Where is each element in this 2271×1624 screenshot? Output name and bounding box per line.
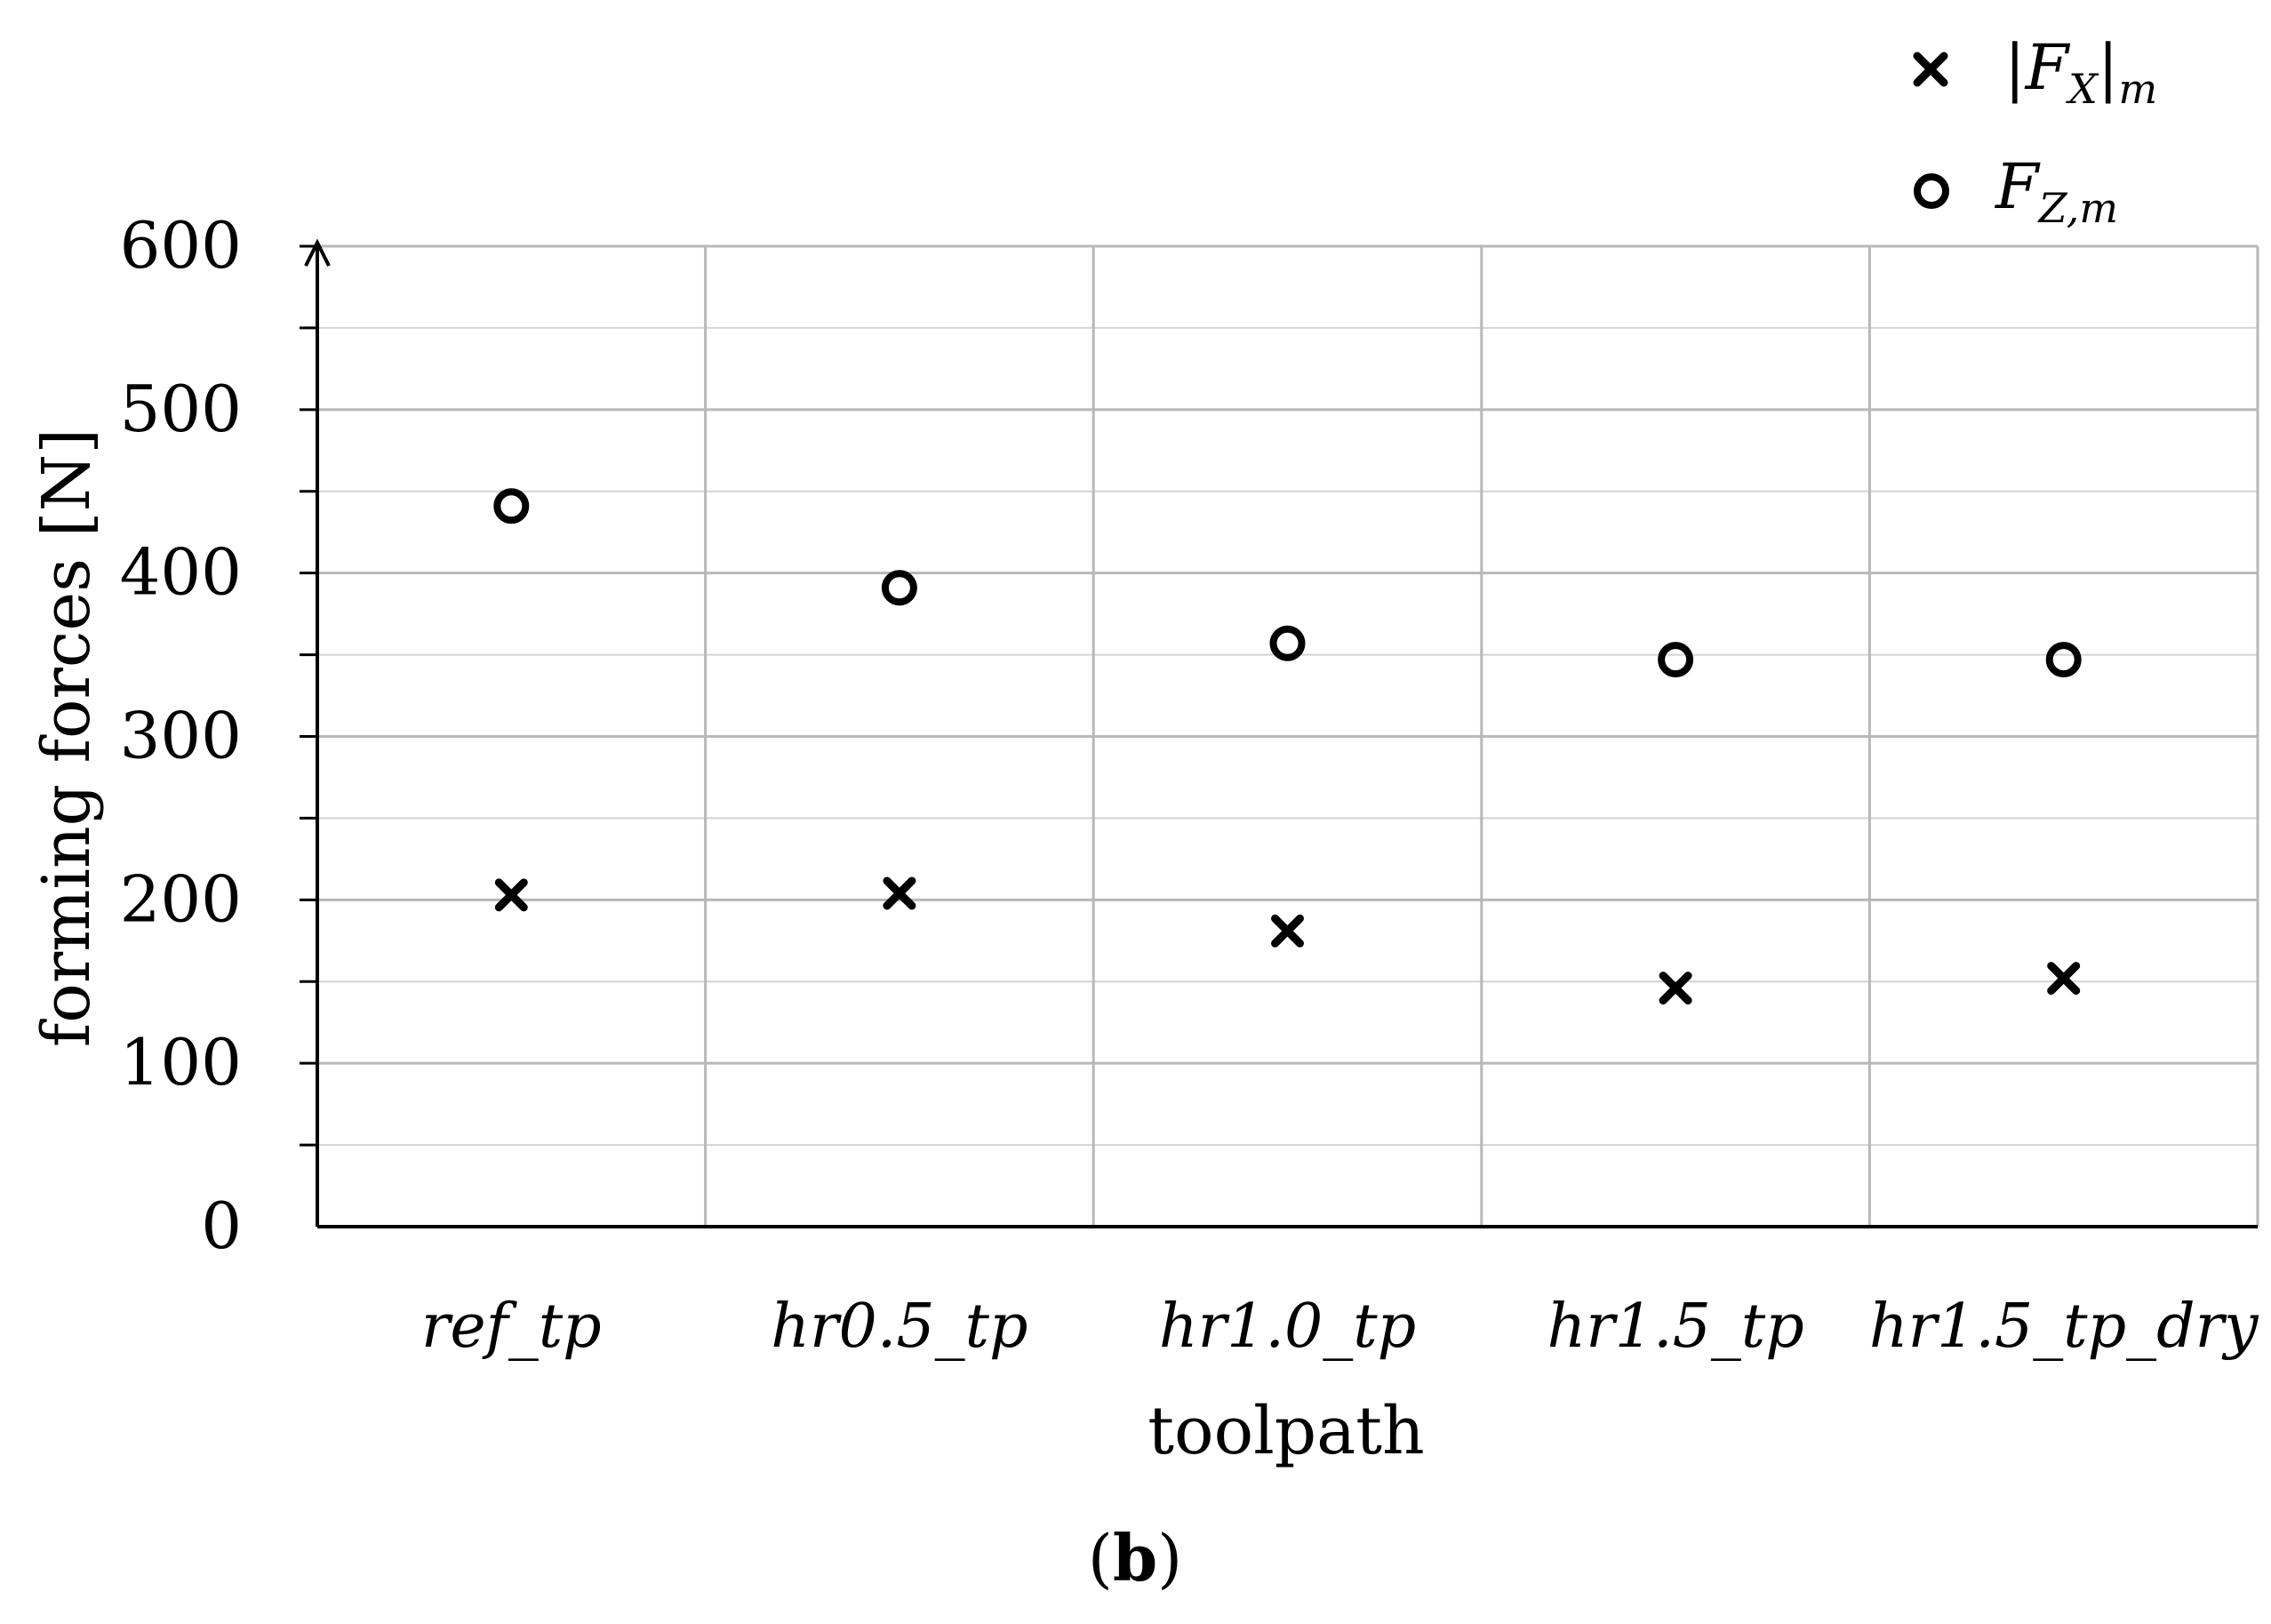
- point-fz: [2045, 642, 2082, 678]
- legend-marker-x: [1913, 52, 1948, 87]
- point-fx: [494, 878, 528, 912]
- point-fz: [881, 570, 917, 606]
- legend: |FX|m FZ,m: [1913, 31, 2157, 232]
- point-fz: [1658, 642, 1694, 678]
- point-fx: [2047, 962, 2081, 996]
- x-tick-label: hr1.5_tp_dry: [1869, 1292, 2259, 1362]
- point-fx: [1659, 972, 1692, 1005]
- y-axis-arrow: [304, 238, 331, 267]
- x-axis-title: toolpath: [1147, 1393, 1424, 1469]
- grid: [300, 244, 2259, 1227]
- x-tick-label: ref_tp: [421, 1292, 602, 1362]
- y-axis-title: forming forces [N]: [28, 428, 105, 1047]
- x-tick-label: hr1.5_tp: [1547, 1292, 1803, 1362]
- x-tick-label: hr0.5_tp: [771, 1292, 1028, 1362]
- y-tick-label: 500: [120, 372, 242, 446]
- point-fz: [1269, 625, 1306, 661]
- legend-item-fx: |FX|m: [1913, 31, 2157, 113]
- point-fx: [883, 876, 916, 910]
- panel-label: (b): [1088, 1520, 1183, 1596]
- x-tick-labels: ref_tp hr0.5_tp hr1.0_tp hr1.5_tp hr1.5_tp_d…: [421, 1292, 2259, 1362]
- y-tick-labels: 0 100 200 300 400 500 600: [120, 208, 242, 1263]
- axes: [304, 238, 2258, 1228]
- point-fz: [493, 488, 530, 524]
- legend-marker-o: [1914, 173, 1949, 209]
- point-fx: [1271, 914, 1304, 948]
- y-tick-label: 300: [120, 699, 242, 773]
- y-tick-label: 600: [120, 208, 242, 283]
- y-tick-label: 100: [120, 1025, 242, 1100]
- legend-label-fx: |FX|m: [2004, 31, 2157, 113]
- legend-item-fz: FZ,m: [1914, 150, 2118, 232]
- y-tick-label: 400: [120, 535, 242, 610]
- x-tick-label: hr1.0_tp: [1159, 1292, 1416, 1362]
- data-points: [493, 488, 2082, 1005]
- legend-label-fz: FZ,m: [1994, 150, 2118, 232]
- y-tick-label: 200: [120, 861, 242, 936]
- y-tick-label: 0: [201, 1188, 242, 1263]
